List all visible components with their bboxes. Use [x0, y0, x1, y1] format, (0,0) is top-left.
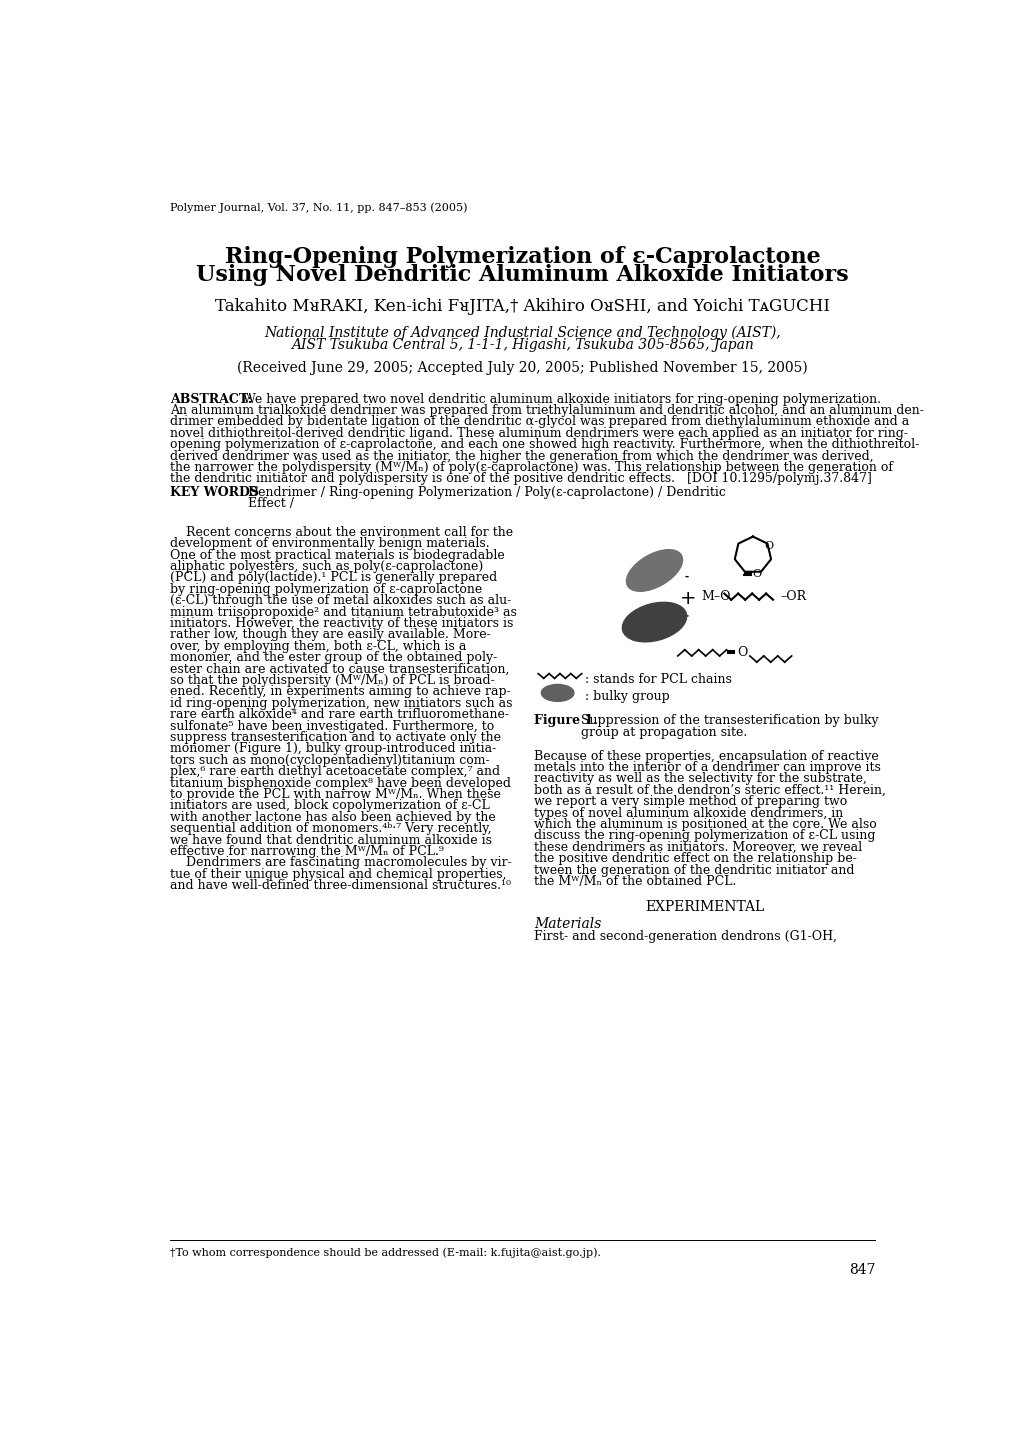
Text: the positive dendritic effect on the relationship be-: the positive dendritic effect on the rel…	[534, 853, 856, 866]
Text: suppress transesterification and to activate only the: suppress transesterification and to acti…	[170, 732, 500, 745]
Text: Ring-Opening Polymerization of ε-Caprolactone: Ring-Opening Polymerization of ε-Caprola…	[224, 247, 820, 268]
Text: reactivity as well as the selectivity for the substrate,: reactivity as well as the selectivity fo…	[534, 772, 866, 785]
Text: National Institute of Advanced Industrial Science and Technology (AIST),: National Institute of Advanced Industria…	[264, 326, 781, 341]
Text: We have prepared two novel dendritic aluminum alkoxide initiators for ring-openi: We have prepared two novel dendritic alu…	[230, 392, 879, 405]
Text: O: O	[763, 541, 772, 551]
Text: the narrower the polydispersity (Mᵂ/Mₙ) of poly(ε-caprolactone) was. This relati: the narrower the polydispersity (Mᵂ/Mₙ) …	[170, 460, 893, 473]
Text: rather low, though they are easily available. More-: rather low, though they are easily avail…	[170, 628, 490, 641]
Text: Dendrimers are fascinating macromolecules by vir-: Dendrimers are fascinating macromolecule…	[170, 856, 512, 869]
Text: derived dendrimer was used as the initiator, the higher the generation from whic: derived dendrimer was used as the initia…	[170, 450, 873, 463]
Text: by ring-opening polymerization of ε-caprolactone: by ring-opening polymerization of ε-capr…	[170, 583, 482, 596]
Text: development of environmentally benign materials.: development of environmentally benign ma…	[170, 537, 489, 550]
Text: Suppression of the transesterification by bulky: Suppression of the transesterification b…	[580, 714, 877, 727]
Text: Polymer Journal, Vol. 37, No. 11, pp. 847–853 (2005): Polymer Journal, Vol. 37, No. 11, pp. 84…	[170, 202, 467, 214]
Text: with another lactone has also been achieved by the: with another lactone has also been achie…	[170, 811, 495, 824]
Text: ABSTRACT:: ABSTRACT:	[170, 392, 252, 405]
Text: : bulky group: : bulky group	[584, 690, 668, 703]
Text: and have well-defined three-dimensional structures.¹⁰: and have well-defined three-dimensional …	[170, 879, 511, 892]
Text: monomer (Figure 1), bulky group-introduced initia-: monomer (Figure 1), bulky group-introduc…	[170, 742, 496, 755]
Text: Materials: Materials	[534, 918, 601, 931]
Text: ester chain are activated to cause transesterification,: ester chain are activated to cause trans…	[170, 662, 509, 675]
Text: : stands for PCL chains: : stands for PCL chains	[584, 674, 731, 687]
Text: Figure 1.: Figure 1.	[534, 714, 597, 727]
Text: AIST Tsukuba Central 5, 1-1-1, Higashi, Tsukuba 305-8565, Japan: AIST Tsukuba Central 5, 1-1-1, Higashi, …	[291, 338, 753, 352]
Text: (ε-CL) through the use of metal alkoxides such as alu-: (ε-CL) through the use of metal alkoxide…	[170, 595, 511, 608]
Text: tween the generation of the dendritic initiator and: tween the generation of the dendritic in…	[534, 863, 854, 876]
Text: effective for narrowing the Mᵂ/Mₙ of PCL.⁹: effective for narrowing the Mᵂ/Mₙ of PCL…	[170, 846, 443, 859]
Text: rare earth alkoxide⁴ and rare earth trifluoromethane-: rare earth alkoxide⁴ and rare earth trif…	[170, 709, 508, 722]
Text: drimer embedded by bidentate ligation of the dendritic α-glycol was prepared fro: drimer embedded by bidentate ligation of…	[170, 416, 909, 429]
Text: Recent concerns about the environment call for the: Recent concerns about the environment ca…	[170, 525, 513, 538]
Text: EXPERIMENTAL: EXPERIMENTAL	[645, 900, 764, 915]
Text: Because of these properties, encapsulation of reactive: Because of these properties, encapsulati…	[534, 749, 878, 762]
Text: both as a result of the dendron’s steric effect.¹¹ Herein,: both as a result of the dendron’s steric…	[534, 784, 886, 797]
Text: –OR: –OR	[780, 590, 805, 603]
Text: initiators. However, the reactivity of these initiators is: initiators. However, the reactivity of t…	[170, 618, 513, 631]
Text: minum triisopropoxide² and titanium tetrabutoxide³ as: minum triisopropoxide² and titanium tetr…	[170, 606, 517, 619]
Text: we have found that dendritic aluminum alkoxide is: we have found that dendritic aluminum al…	[170, 834, 491, 847]
Text: Takahito MᴚRAKI, Ken-ichi FᴚJITA,† Akihiro OᴚSHI, and Yoichi TᴀGUCHI: Takahito MᴚRAKI, Ken-ichi FᴚJITA,† Akihi…	[215, 297, 829, 315]
Text: over, by employing them, both ε-CL, which is a: over, by employing them, both ε-CL, whic…	[170, 639, 466, 652]
Text: titanium bisphenoxide complex⁸ have been developed: titanium bisphenoxide complex⁸ have been…	[170, 776, 511, 789]
Text: sequential addition of monomers.⁴ᵇ·⁷ Very recently,: sequential addition of monomers.⁴ᵇ·⁷ Ver…	[170, 823, 491, 835]
Ellipse shape	[622, 602, 686, 642]
Text: O: O	[751, 570, 760, 579]
Text: to provide the PCL with narrow Mᵂ/Mₙ. When these: to provide the PCL with narrow Mᵂ/Mₙ. Wh…	[170, 788, 500, 801]
Text: tue of their unique physical and chemical properties,: tue of their unique physical and chemica…	[170, 867, 506, 880]
Text: monomer, and the ester group of the obtained poly-: monomer, and the ester group of the obta…	[170, 651, 497, 664]
Text: KEY WORDS: KEY WORDS	[170, 486, 259, 499]
Text: initiators are used, block copolymerization of ε-CL: initiators are used, block copolymerizat…	[170, 799, 489, 812]
Text: tors such as mono(cyclopentadienyl)titanium com-: tors such as mono(cyclopentadienyl)titan…	[170, 753, 489, 766]
Text: Using Novel Dendritic Aluminum Alkoxide Initiators: Using Novel Dendritic Aluminum Alkoxide …	[197, 264, 848, 286]
Text: aliphatic polyesters, such as poly(ε-caprolactone): aliphatic polyesters, such as poly(ε-cap…	[170, 560, 483, 573]
Text: ened. Recently, in experiments aiming to achieve rap-: ened. Recently, in experiments aiming to…	[170, 685, 511, 698]
Text: so that the polydispersity (Mᵂ/Mₙ) of PCL is broad-: so that the polydispersity (Mᵂ/Mₙ) of PC…	[170, 674, 494, 687]
Text: sulfonate⁵ have been investigated. Furthermore, to: sulfonate⁵ have been investigated. Furth…	[170, 720, 494, 733]
Text: metals into the interior of a dendrimer can improve its: metals into the interior of a dendrimer …	[534, 760, 880, 773]
Text: opening polymerization of ε-caprolactone, and each one showed high reactivity. F: opening polymerization of ε-caprolactone…	[170, 439, 918, 452]
Text: First- and second-generation dendrons (G1-OH,: First- and second-generation dendrons (G…	[534, 931, 837, 944]
Text: An aluminum trialkoxide dendrimer was prepared from triethylaluminum and dendrit: An aluminum trialkoxide dendrimer was pr…	[170, 404, 923, 417]
Text: the Mᵂ/Mₙ of the obtained PCL.: the Mᵂ/Mₙ of the obtained PCL.	[534, 874, 736, 887]
Text: discuss the ring-opening polymerization of ε-CL using: discuss the ring-opening polymerization …	[534, 830, 875, 843]
Text: these dendrimers as initiators. Moreover, we reveal: these dendrimers as initiators. Moreover…	[534, 841, 862, 854]
Text: id ring-opening polymerization, new initiators such as: id ring-opening polymerization, new init…	[170, 697, 513, 710]
Text: †To whom correspondence should be addressed (E-mail: k.fujita@aist.go.jp).: †To whom correspondence should be addres…	[170, 1247, 600, 1258]
Text: which the aluminum is positioned at the core. We also: which the aluminum is positioned at the …	[534, 818, 876, 831]
Text: plex,⁶ rare earth diethyl acetoacetate complex,⁷ and: plex,⁶ rare earth diethyl acetoacetate c…	[170, 765, 499, 778]
Text: the dendritic initiator and polydispersity is one of the positive dendritic effe: the dendritic initiator and polydispersi…	[170, 472, 871, 485]
Text: Dendrimer / Ring-opening Polymerization / Poly(ε-caprolactone) / Dendritic: Dendrimer / Ring-opening Polymerization …	[248, 486, 725, 499]
Ellipse shape	[541, 684, 574, 701]
Text: 847: 847	[848, 1263, 874, 1277]
Text: types of novel aluminum alkoxide dendrimers, in: types of novel aluminum alkoxide dendrim…	[534, 807, 843, 820]
Text: +: +	[679, 590, 695, 609]
Text: (PCL) and poly(lactide).¹ PCL is generally prepared: (PCL) and poly(lactide).¹ PCL is general…	[170, 571, 497, 584]
Ellipse shape	[626, 550, 682, 592]
Text: novel dithiothreitol-derived dendritic ligand. These aluminum dendrimers were ea: novel dithiothreitol-derived dendritic l…	[170, 427, 907, 440]
Text: O: O	[736, 646, 747, 659]
Text: group at propagation site.: group at propagation site.	[580, 726, 746, 739]
Text: Effect /: Effect /	[248, 498, 293, 511]
Text: we report a very simple method of preparing two: we report a very simple method of prepar…	[534, 795, 847, 808]
Text: (Received June 29, 2005; Accepted July 20, 2005; Published November 15, 2005): (Received June 29, 2005; Accepted July 2…	[237, 361, 807, 375]
Text: M–O: M–O	[700, 590, 730, 603]
Text: One of the most practical materials is biodegradable: One of the most practical materials is b…	[170, 548, 504, 561]
